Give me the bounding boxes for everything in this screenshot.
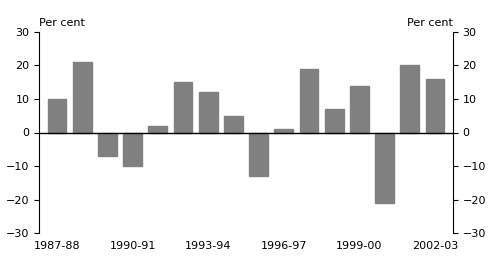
- Bar: [249, 132, 268, 176]
- Bar: [400, 65, 419, 132]
- Bar: [123, 132, 142, 166]
- Bar: [224, 116, 243, 132]
- Text: Per cent: Per cent: [39, 18, 85, 28]
- Bar: [350, 86, 369, 132]
- Bar: [174, 82, 192, 132]
- Bar: [149, 126, 167, 132]
- Bar: [426, 79, 444, 132]
- Bar: [300, 69, 318, 132]
- Bar: [98, 132, 117, 156]
- Bar: [375, 132, 394, 203]
- Text: Per cent: Per cent: [407, 18, 453, 28]
- Bar: [48, 99, 66, 132]
- Bar: [275, 129, 293, 132]
- Bar: [73, 62, 92, 132]
- Bar: [199, 92, 217, 132]
- Bar: [325, 109, 343, 132]
